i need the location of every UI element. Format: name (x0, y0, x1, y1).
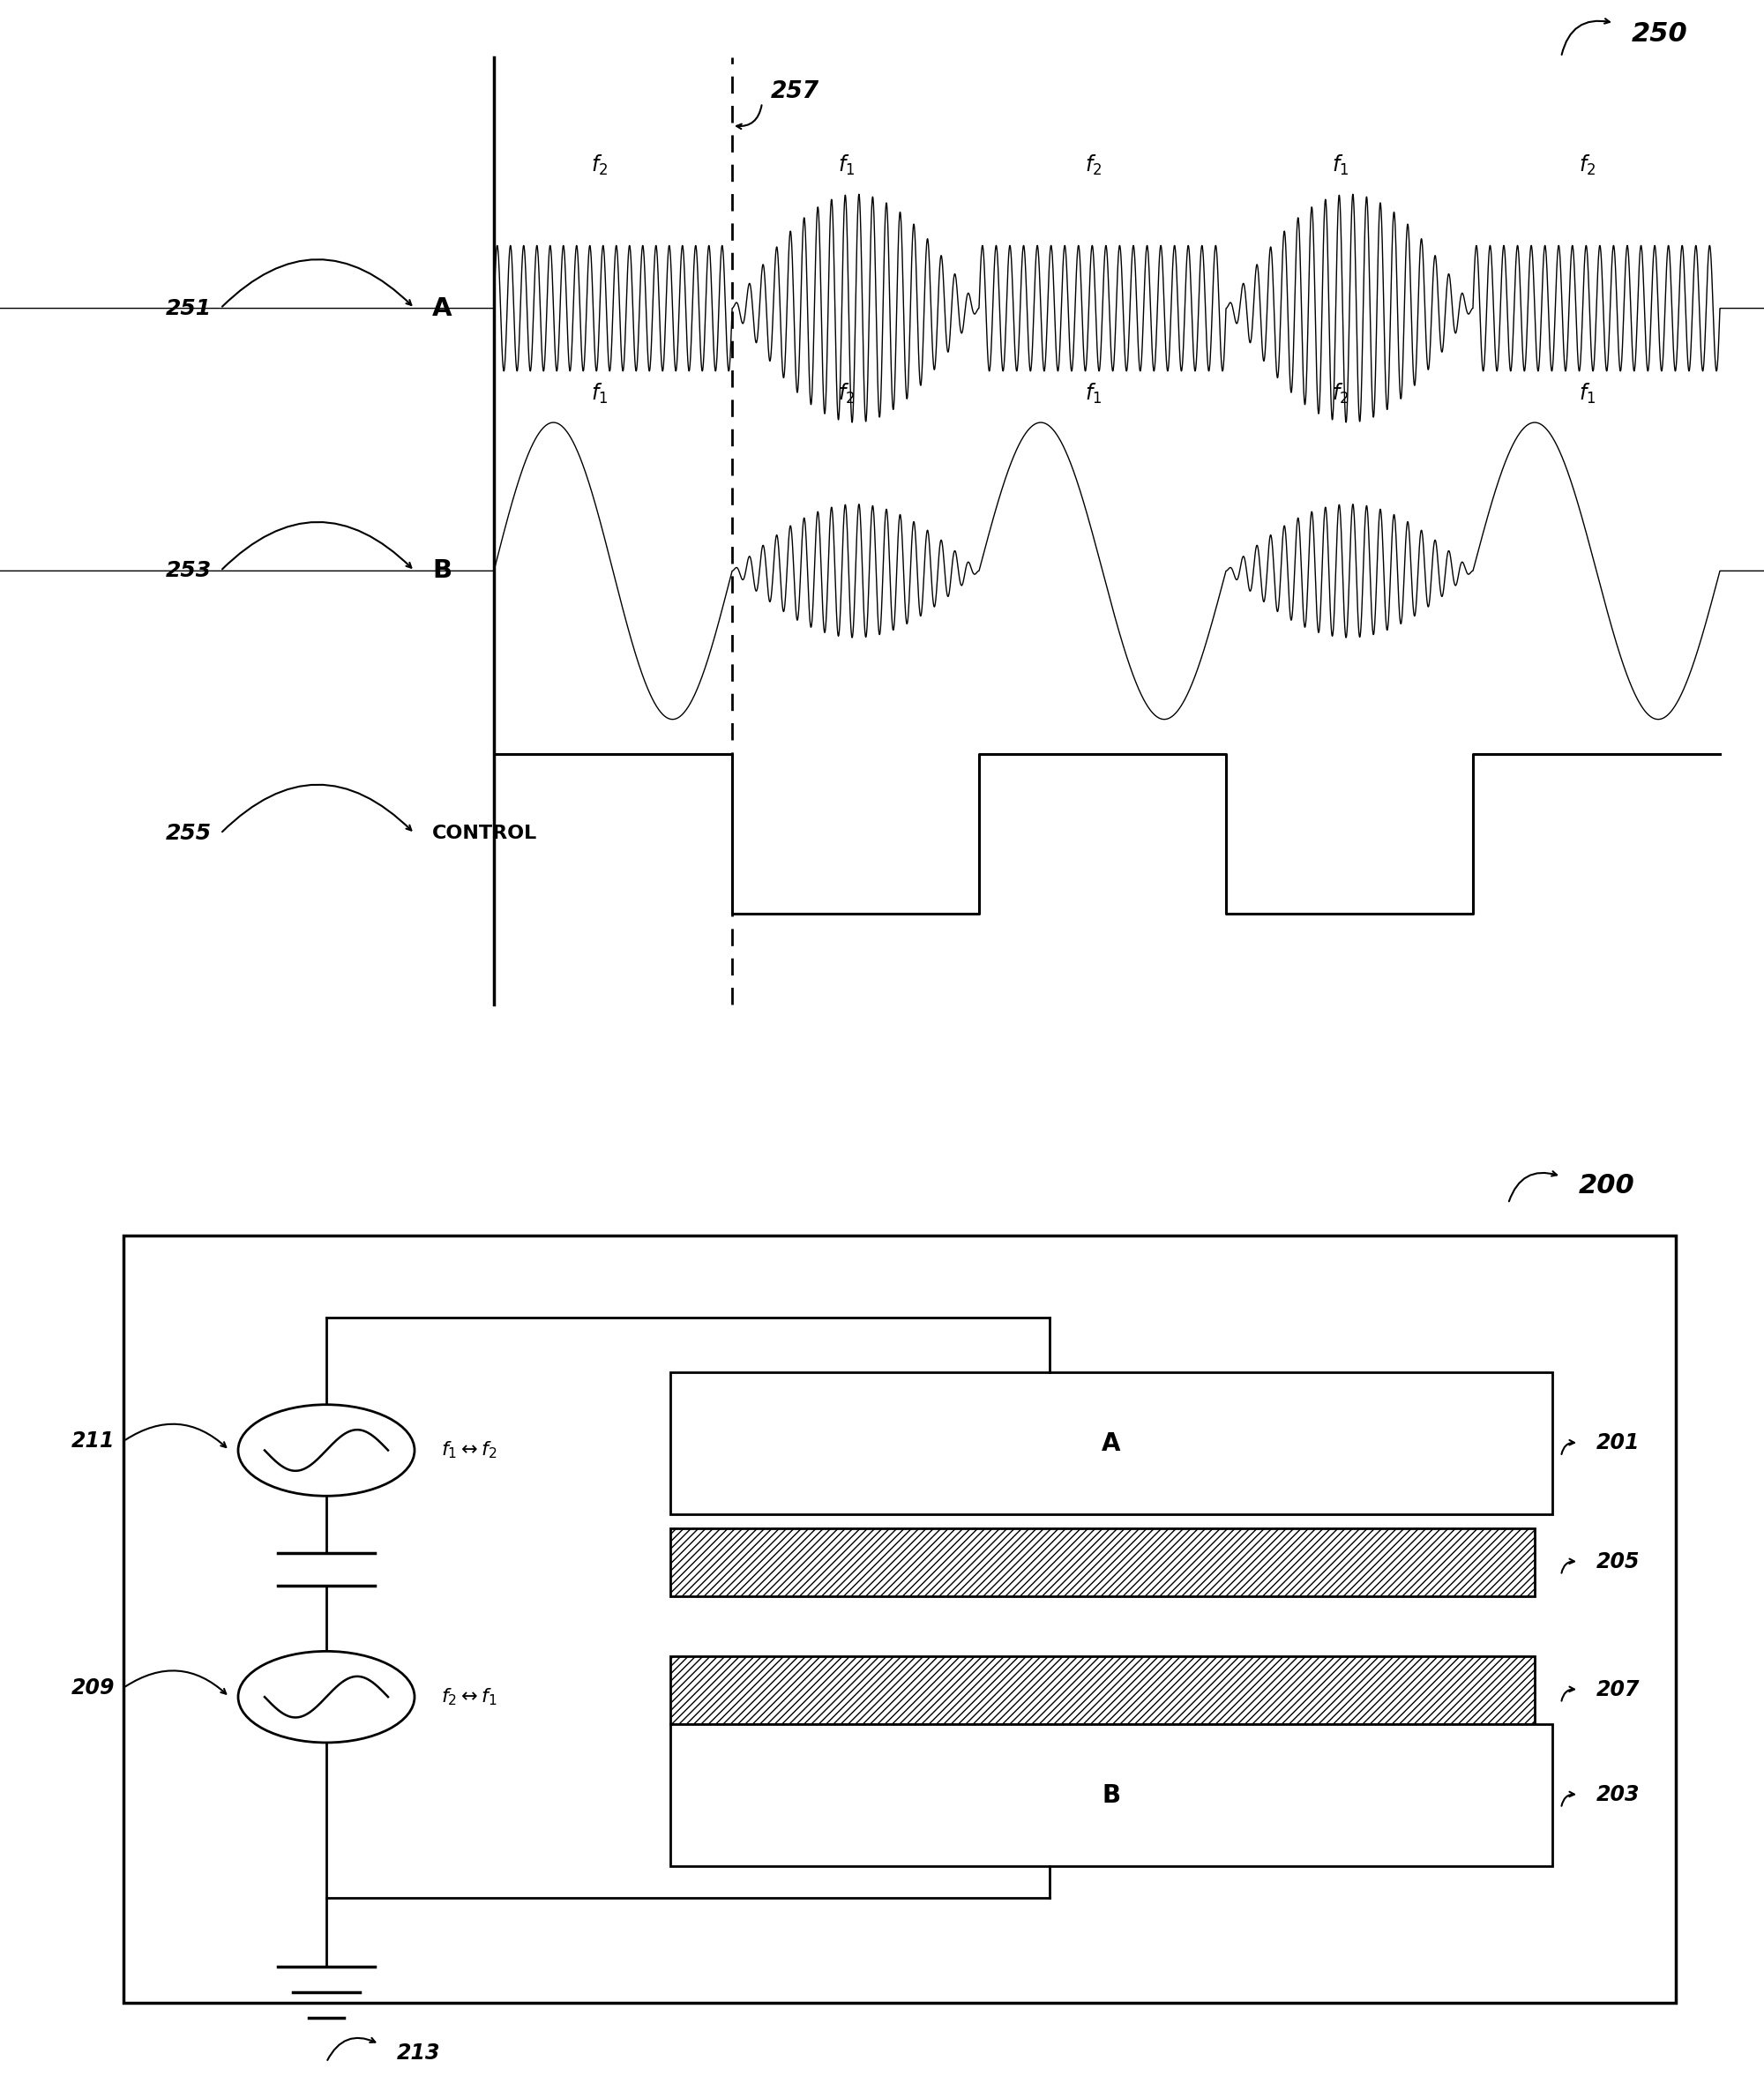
Text: $f_2$: $f_2$ (591, 154, 609, 179)
Bar (123, 1235, 1676, 2003)
Text: 200: 200 (1579, 1173, 1635, 1198)
Text: 209: 209 (71, 1677, 115, 1698)
Text: 211: 211 (71, 1430, 115, 1451)
Circle shape (238, 1405, 415, 1497)
Text: $f_2$: $f_2$ (1332, 382, 1349, 407)
Text: 205: 205 (1596, 1551, 1641, 1572)
Bar (670, 1372, 1552, 1513)
Text: $f_2$: $f_2$ (838, 382, 856, 407)
Text: $f_1$: $f_1$ (591, 382, 609, 407)
Bar (670, 1528, 1535, 1596)
Text: $f_2 \leftrightarrow f_1$: $f_2 \leftrightarrow f_1$ (441, 1686, 497, 1706)
Text: CONTROL: CONTROL (432, 824, 538, 843)
Text: 250: 250 (1632, 21, 1688, 48)
Text: $f_1$: $f_1$ (1579, 382, 1596, 407)
Text: B: B (1102, 1783, 1120, 1808)
Bar (670, 1725, 1552, 1866)
Text: A: A (1102, 1430, 1120, 1455)
Text: 201: 201 (1596, 1432, 1641, 1453)
Text: $f_1$: $f_1$ (1332, 154, 1349, 179)
Text: $f_1$: $f_1$ (838, 154, 856, 179)
Text: 251: 251 (166, 297, 212, 320)
Text: $f_1 \leftrightarrow f_2$: $f_1 \leftrightarrow f_2$ (441, 1441, 497, 1462)
Text: 255: 255 (166, 822, 212, 845)
Text: 213: 213 (397, 2043, 441, 2064)
Text: $f_1$: $f_1$ (1085, 382, 1102, 407)
Text: 203: 203 (1596, 1783, 1641, 1806)
Text: A: A (432, 297, 452, 320)
Bar (670, 1657, 1535, 1725)
Text: 207: 207 (1596, 1679, 1641, 1700)
Circle shape (238, 1650, 415, 1742)
Text: 253: 253 (166, 561, 212, 581)
Text: B: B (432, 558, 452, 583)
Text: $f_2$: $f_2$ (1085, 154, 1102, 179)
Text: $f_2$: $f_2$ (1579, 154, 1596, 179)
Text: 257: 257 (771, 79, 820, 104)
